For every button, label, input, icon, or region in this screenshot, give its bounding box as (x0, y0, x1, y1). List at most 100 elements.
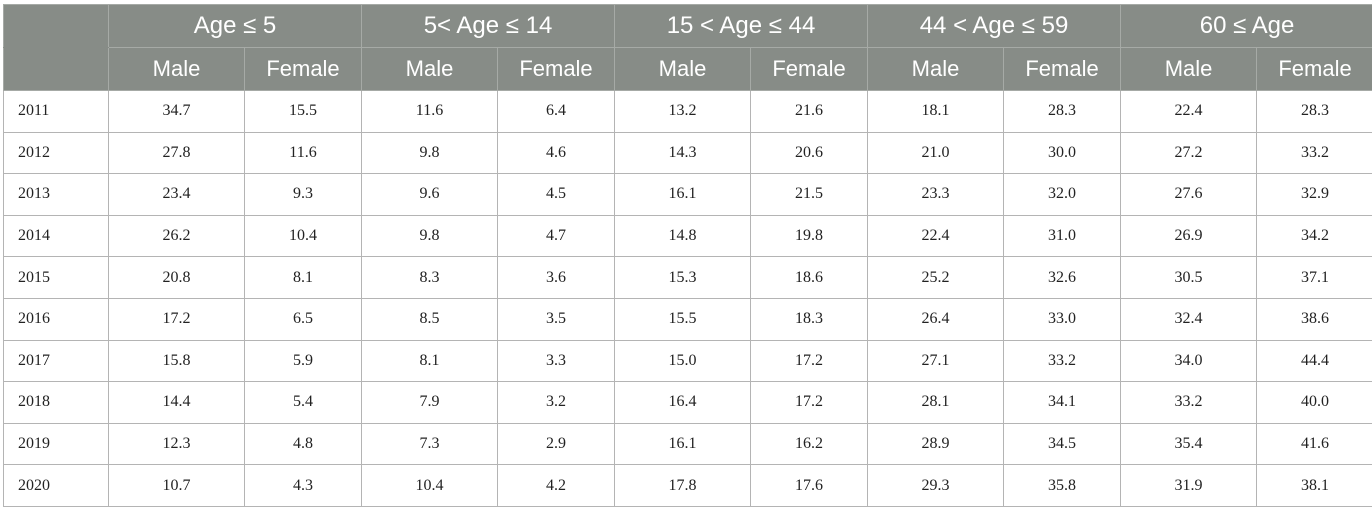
value-cell: 27.6 (1120, 173, 1258, 216)
value-cell: 32.0 (1003, 173, 1122, 216)
age-group-header: 44 < Age ≤ 59 (867, 4, 1122, 48)
value-cell: 9.6 (361, 173, 498, 216)
female-header: Female (749, 47, 869, 91)
value-cell: 32.9 (1256, 173, 1372, 216)
value-cell: 7.3 (361, 422, 498, 466)
value-cell: 15.8 (108, 339, 245, 383)
value-cell: 9.8 (361, 131, 498, 175)
value-cell: 7.9 (361, 381, 498, 424)
male-header: Male (867, 47, 1005, 91)
value-cell: 15.3 (614, 256, 751, 299)
year-cell: 2015 (3, 256, 109, 299)
year-cell: 2019 (3, 422, 109, 466)
value-cell: 8.3 (361, 256, 498, 299)
value-cell: 4.3 (244, 464, 362, 507)
value-cell: 18.1 (867, 90, 1005, 133)
table-row: 2015 20.8 8.1 8.3 3.6 15.3 18.6 25.2 32.6 30.5 37.… (3, 256, 1372, 299)
value-cell: 34.7 (108, 90, 245, 133)
sex-header-row: Male Female Male Female Male Female Male Female… (3, 47, 1372, 91)
value-cell: 38.6 (1256, 297, 1372, 341)
value-cell: 22.4 (867, 214, 1005, 258)
value-cell: 34.2 (1256, 214, 1372, 258)
age-group-header: 5< Age ≤ 14 (361, 4, 615, 48)
value-cell: 15.0 (614, 339, 751, 383)
value-cell: 32.6 (1003, 256, 1122, 299)
value-cell: 40.0 (1256, 381, 1372, 424)
value-cell: 21.5 (749, 173, 869, 216)
value-cell: 26.9 (1120, 214, 1258, 258)
value-cell: 17.6 (749, 464, 869, 507)
male-header: Male (108, 47, 245, 91)
value-cell: 17.2 (749, 381, 869, 424)
value-cell: 13.2 (614, 90, 751, 133)
value-cell: 16.2 (749, 422, 869, 466)
female-header: Female (1256, 47, 1372, 91)
value-cell: 33.0 (1003, 297, 1122, 341)
year-cell: 2011 (3, 90, 109, 133)
value-cell: 4.7 (497, 214, 615, 258)
value-cell: 28.3 (1256, 90, 1372, 133)
value-cell: 14.8 (614, 214, 751, 258)
value-cell: 8.1 (361, 339, 498, 383)
value-cell: 4.2 (497, 464, 615, 507)
value-cell: 11.6 (244, 131, 362, 175)
value-cell: 14.3 (614, 131, 751, 175)
male-header: Male (361, 47, 498, 91)
value-cell: 17.2 (749, 339, 869, 383)
value-cell: 5.4 (244, 381, 362, 424)
value-cell: 20.6 (749, 131, 869, 175)
value-cell: 26.4 (867, 297, 1005, 341)
age-group-header: 60 ≤ Age (1120, 4, 1372, 48)
table-container: Age ≤ 5 5< Age ≤ 14 15 < Age ≤ 44 44 < Age … (3, 4, 1372, 507)
value-cell: 8.1 (244, 256, 362, 299)
value-cell: 15.5 (614, 297, 751, 341)
value-cell: 25.2 (867, 256, 1005, 299)
value-cell: 10.4 (244, 214, 362, 258)
value-cell: 22.4 (1120, 90, 1258, 133)
value-cell: 18.6 (749, 256, 869, 299)
value-cell: 17.8 (614, 464, 751, 507)
year-cell: 2018 (3, 381, 109, 424)
value-cell: 38.1 (1256, 464, 1372, 507)
value-cell: 16.1 (614, 173, 751, 216)
value-cell: 15.5 (244, 90, 362, 133)
data-table: Age ≤ 5 5< Age ≤ 14 15 < Age ≤ 44 44 < Age … (3, 4, 1372, 507)
value-cell: 28.9 (867, 422, 1005, 466)
table-body: 2011 34.7 15.5 11.6 6.4 13.2 21.6 18.1 28.3 22.4 2… (3, 90, 1372, 507)
value-cell: 8.5 (361, 297, 498, 341)
year-cell: 2014 (3, 214, 109, 258)
age-group-header: Age ≤ 5 (108, 4, 362, 48)
value-cell: 29.3 (867, 464, 1005, 507)
value-cell: 33.2 (1256, 131, 1372, 175)
value-cell: 21.6 (749, 90, 869, 133)
corner-cell (3, 4, 109, 48)
value-cell: 31.0 (1003, 214, 1122, 258)
value-cell: 44.4 (1256, 339, 1372, 383)
value-cell: 11.6 (361, 90, 498, 133)
value-cell: 32.4 (1120, 297, 1258, 341)
male-header: Male (614, 47, 751, 91)
female-header: Female (1003, 47, 1122, 91)
value-cell: 3.2 (497, 381, 615, 424)
female-header: Female (244, 47, 362, 91)
value-cell: 37.1 (1256, 256, 1372, 299)
value-cell: 21.0 (867, 131, 1005, 175)
corner-cell (3, 47, 109, 91)
table-row: 2013 23.4 9.3 9.6 4.5 16.1 21.5 23.3 32.0 27.6 32.… (3, 173, 1372, 216)
value-cell: 16.4 (614, 381, 751, 424)
year-cell: 2012 (3, 131, 109, 175)
value-cell: 12.3 (108, 422, 245, 466)
table-row: 2018 14.4 5.4 7.9 3.2 16.4 17.2 28.1 34.1 33.2 40.… (3, 381, 1372, 424)
value-cell: 27.2 (1120, 131, 1258, 175)
age-group-header-row: Age ≤ 5 5< Age ≤ 14 15 < Age ≤ 44 44 < Age … (3, 4, 1372, 48)
value-cell: 35.8 (1003, 464, 1122, 507)
value-cell: 4.6 (497, 131, 615, 175)
year-cell: 2020 (3, 464, 109, 507)
value-cell: 35.4 (1120, 422, 1258, 466)
table-row: 2014 26.2 10.4 9.8 4.7 14.8 19.8 22.4 31.0 26.9 34… (3, 214, 1372, 258)
table-row: 2017 15.8 5.9 8.1 3.3 15.0 17.2 27.1 33.2 34.0 44.… (3, 339, 1372, 383)
table-header: Age ≤ 5 5< Age ≤ 14 15 < Age ≤ 44 44 < Age … (3, 4, 1372, 91)
value-cell: 2.9 (497, 422, 615, 466)
value-cell: 30.5 (1120, 256, 1258, 299)
value-cell: 33.2 (1120, 381, 1258, 424)
